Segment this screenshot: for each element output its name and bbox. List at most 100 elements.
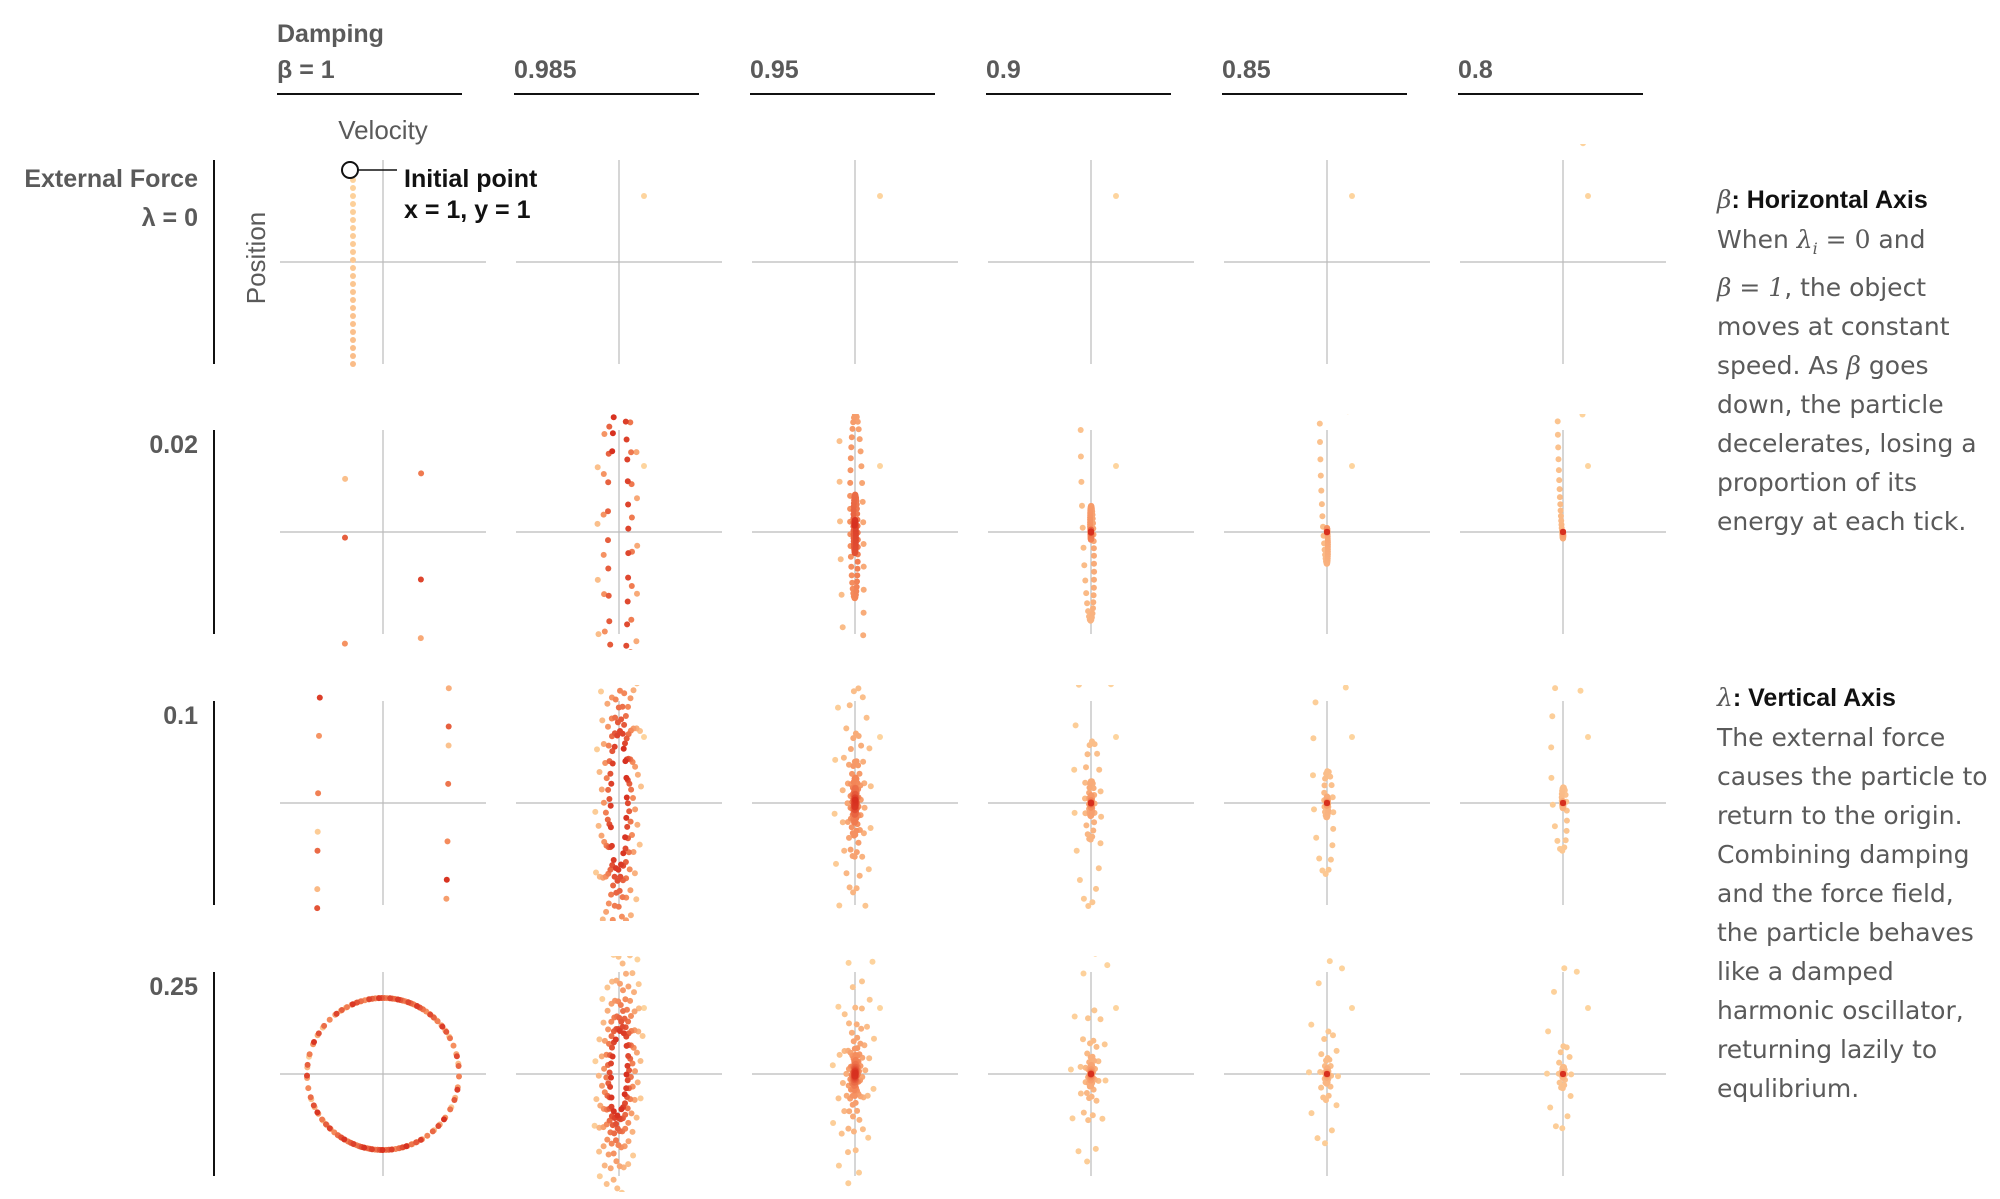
- trajectory-point: [1554, 418, 1561, 425]
- trajectory-point: [634, 956, 641, 963]
- trajectory-point: [610, 1150, 617, 1157]
- trajectory-point: [845, 196, 851, 202]
- trajectory-point: [843, 678, 849, 684]
- trajectory-point: [605, 1026, 612, 1033]
- trajectory-point: [601, 962, 607, 968]
- trajectory-point: [418, 42, 424, 48]
- trajectory-point: [304, 1072, 310, 1079]
- trajectory-point: [609, 1053, 616, 1060]
- trajectory-point: [620, 381, 626, 387]
- trajectory-point: [1078, 478, 1085, 485]
- trajectory-point: [1557, 507, 1564, 514]
- trajectory-point: [609, 430, 616, 437]
- trajectory-point: [858, 463, 865, 470]
- trajectory-point: [445, 518, 451, 524]
- trajectory-point: [626, 268, 632, 274]
- trajectory: [1316, 363, 1355, 567]
- trajectory-point: [418, 306, 424, 312]
- trajectory-point: [633, 638, 640, 645]
- trajectory-point: [598, 301, 604, 307]
- trajectory-point: [622, 996, 629, 1003]
- trajectory-point: [836, 438, 843, 445]
- trajectory-point: [441, 990, 447, 996]
- trajectory-point: [856, 164, 862, 170]
- trajectory-point: [417, 846, 423, 852]
- trajectory-point: [1548, 744, 1555, 751]
- trajectory-point: [623, 1071, 630, 1078]
- trajectory-point: [1573, 64, 1579, 70]
- trajectory-point: [1079, 524, 1086, 531]
- trajectory-point: [618, 1106, 625, 1113]
- trajectory-point: [1560, 800, 1566, 806]
- trajectory-point: [622, 758, 629, 765]
- trajectory-point: [1349, 463, 1355, 469]
- trajectory-point: [612, 1036, 619, 1043]
- trajectory-point: [1113, 1005, 1119, 1011]
- trajectory-point: [1557, 513, 1564, 519]
- trajectory-point: [439, 1023, 446, 1030]
- trajectory-point: [428, 134, 434, 140]
- trajectory-point: [607, 1165, 614, 1172]
- trajectory-point: [315, 790, 322, 797]
- trajectory-point: [1549, 801, 1556, 808]
- trajectory-point: [453, 1053, 460, 1060]
- trajectory-point: [423, 79, 429, 85]
- trajectory-point: [1097, 1016, 1104, 1023]
- trajectory-point: [625, 1138, 632, 1145]
- trajectory-point: [1308, 1021, 1315, 1028]
- trajectory-point: [1310, 735, 1317, 742]
- trajectory-point: [860, 830, 867, 837]
- trajectory-point: [350, 353, 356, 359]
- trajectory-point: [319, 1116, 326, 1123]
- trajectory-point: [1108, 80, 1114, 86]
- trajectory-point: [418, 470, 425, 477]
- trajectory-point: [450, 1042, 457, 1049]
- trajectory-point: [1317, 382, 1323, 388]
- trajectory-point: [613, 103, 619, 109]
- trajectory-point: [1585, 1005, 1591, 1011]
- trajectory-point: [622, 713, 629, 719]
- trajectory-point: [314, 886, 321, 893]
- trajectory-point: [859, 674, 865, 680]
- trajectory-point: [848, 178, 854, 184]
- trajectory-point: [628, 514, 635, 521]
- trajectory-point: [608, 662, 614, 668]
- trajectory-point: [1317, 363, 1323, 369]
- trajectory-point: [846, 627, 852, 633]
- trajectory-point: [610, 1176, 617, 1183]
- trajectory-point: [341, 204, 347, 210]
- trajectory-point: [624, 1105, 631, 1112]
- trajectory-point: [628, 616, 635, 623]
- trajectory-point: [850, 1038, 857, 1045]
- trajectory-point: [600, 471, 607, 477]
- trajectory-point: [619, 311, 625, 317]
- trajectory-point: [641, 463, 647, 469]
- lambda-symbol: λ: [1717, 683, 1733, 712]
- trajectory-point: [860, 519, 867, 526]
- trajectory-point: [619, 374, 625, 380]
- trajectory-point: [1094, 750, 1101, 757]
- trajectory-point: [333, 1010, 340, 1017]
- trajectory-point: [1328, 643, 1334, 649]
- trajectory-point: [592, 808, 599, 815]
- trajectory-point: [832, 756, 839, 763]
- trajectory-point: [616, 887, 623, 894]
- trajectory-point: [862, 1067, 869, 1074]
- trajectory-point: [435, 1123, 442, 1129]
- trajectory-point: [349, 1001, 356, 1008]
- trajectory-point: [862, 193, 868, 199]
- trajectory-point: [850, 1113, 856, 1120]
- trajectory-point: [350, 1141, 357, 1147]
- trajectory-point: [620, 745, 627, 752]
- trajectory-point: [844, 800, 851, 807]
- trajectory-point: [634, 821, 641, 828]
- trajectory-point: [429, 1128, 436, 1135]
- trajectory-point: [1101, 281, 1107, 287]
- trajectory-point: [614, 719, 621, 726]
- trajectory-point: [1088, 528, 1094, 535]
- trajectory-point: [601, 591, 608, 598]
- trajectory-point: [350, 329, 356, 335]
- trajectory-point: [621, 1091, 628, 1098]
- trajectory-point: [598, 1053, 605, 1060]
- trajectory-point: [1563, 827, 1570, 834]
